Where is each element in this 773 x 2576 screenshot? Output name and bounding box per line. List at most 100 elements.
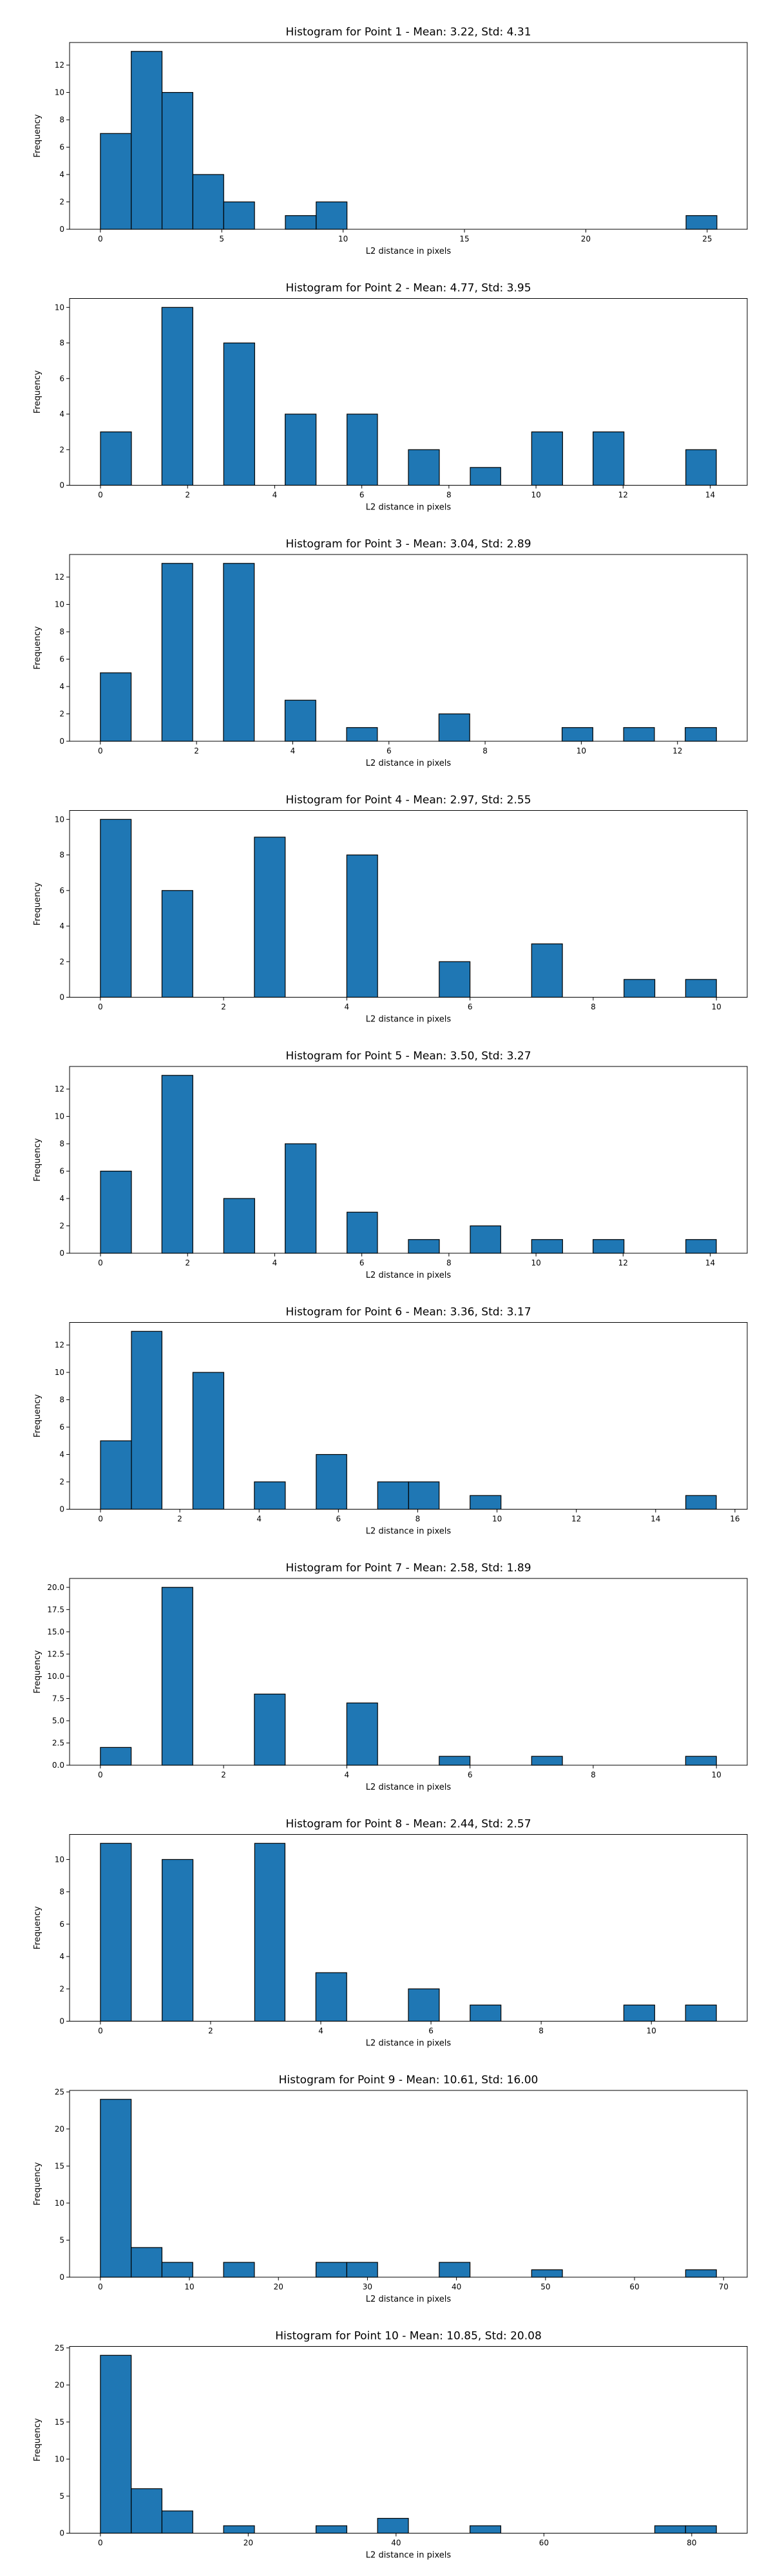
x-tick-label: 2: [208, 2027, 213, 2036]
histogram-bar: [131, 2488, 163, 2534]
y-tick-label: 5: [59, 2492, 64, 2501]
x-tick-label: 60: [629, 2282, 639, 2291]
y-tick-label: 12: [55, 1084, 64, 1094]
y-tick-label: 20: [55, 2380, 64, 2389]
histogram-bar: [531, 1756, 563, 1766]
plot-frame: [69, 1066, 748, 1254]
y-tick-label: 15.0: [47, 1627, 64, 1636]
x-tick-label: 6: [359, 491, 365, 500]
y-tick-label: 6: [59, 1423, 64, 1432]
y-axis-label: Frequency: [33, 1650, 43, 1693]
chart-title: Histogram for Point 9 - Mean: 10.61, Std…: [279, 2074, 539, 2087]
histogram-panel: Histogram for Point 3 - Mean: 3.04, Std:…: [33, 538, 748, 768]
histogram-bar: [623, 727, 655, 742]
y-axis-label: Frequency: [33, 114, 43, 157]
y-tick-label: 20: [55, 2125, 64, 2134]
histogram-bar: [316, 201, 348, 230]
histogram-bar: [561, 727, 593, 742]
histogram-bar: [316, 1454, 347, 1510]
y-tick-label: 25: [55, 2344, 64, 2353]
histogram-panel: Histogram for Point 7 - Mean: 2.58, Std:…: [33, 1562, 748, 1792]
x-tick-label: 8: [539, 2027, 544, 2036]
histogram-bar: [161, 2510, 193, 2534]
x-tick-label: 8: [446, 1258, 452, 1267]
x-tick-label: 6: [428, 2027, 434, 2036]
y-tick-label: 15: [55, 2418, 64, 2427]
y-axis-label: Frequency: [33, 1394, 43, 1437]
histogram-bar: [223, 342, 255, 486]
y-tick-label: 2: [59, 1477, 64, 1486]
x-tick-label: 8: [591, 1003, 596, 1012]
x-tick-label: 0: [98, 2282, 103, 2291]
histogram-bar: [685, 449, 717, 486]
histogram-bar: [192, 1372, 225, 1510]
y-tick-label: 12: [55, 573, 64, 582]
histogram-bar: [100, 133, 132, 230]
y-tick-label: 20.0: [47, 1583, 64, 1592]
x-tick-label: 10: [712, 1003, 721, 1012]
x-tick-label: 4: [256, 1515, 262, 1524]
y-tick-label: 10: [55, 815, 64, 824]
histogram-panel: Histogram for Point 8 - Mean: 2.44, Std:…: [33, 1818, 748, 2049]
y-tick-label: 0: [59, 2273, 64, 2282]
x-tick-label: 2: [194, 746, 199, 755]
y-axis-label: Frequency: [33, 626, 43, 669]
x-tick-label: 2: [221, 1770, 226, 1779]
x-tick-label: 10: [492, 1515, 502, 1524]
x-tick-label: 70: [719, 2282, 729, 2291]
histogram-bar: [685, 727, 717, 742]
histogram-bar: [223, 563, 255, 742]
y-tick-label: 2: [59, 1984, 64, 1993]
y-tick-label: 5: [59, 2235, 64, 2244]
histogram-bar: [131, 51, 163, 230]
x-tick-label: 4: [272, 491, 278, 500]
histogram-bar: [408, 1988, 440, 2022]
x-axis-label: L2 distance in pixels: [366, 247, 452, 256]
x-tick-label: 8: [415, 1515, 421, 1524]
histogram-bar: [100, 2099, 132, 2278]
x-axis-label: L2 distance in pixels: [366, 503, 452, 513]
histogram-bar: [623, 2004, 655, 2022]
histogram-panel: Histogram for Point 6 - Mean: 3.36, Std:…: [33, 1306, 748, 1537]
histogram-panel: Histogram for Point 5 - Mean: 3.50, Std:…: [33, 1050, 748, 1280]
y-tick-label: 10: [55, 2199, 64, 2208]
histogram-bar: [685, 2269, 717, 2278]
x-axis-label: L2 distance in pixels: [366, 1271, 452, 1280]
y-tick-label: 8: [59, 851, 64, 860]
histogram-bar: [439, 1756, 471, 1766]
x-tick-label: 30: [363, 2282, 372, 2291]
histogram-bar: [685, 2004, 717, 2022]
histogram-bar: [408, 1481, 440, 1510]
x-tick-label: 50: [540, 2282, 550, 2291]
histogram-bar: [131, 2247, 163, 2278]
x-tick-label: 0: [98, 234, 103, 243]
y-tick-label: 17.5: [47, 1605, 64, 1614]
histogram-bar: [131, 1331, 163, 1510]
y-tick-label: 0: [59, 225, 64, 234]
y-tick-label: 10: [55, 1112, 64, 1121]
y-tick-label: 10: [55, 303, 64, 312]
x-tick-label: 80: [687, 2539, 696, 2548]
y-tick-label: 0: [59, 1249, 64, 1258]
x-tick-label: 5: [219, 234, 224, 243]
y-axis-label: Frequency: [33, 882, 43, 925]
y-tick-label: 10: [55, 1855, 64, 1864]
y-tick-label: 10: [55, 2454, 64, 2463]
histogram-bar: [161, 1075, 193, 1254]
x-axis-label: L2 distance in pixels: [366, 2295, 452, 2304]
plot-frame: [69, 554, 748, 742]
histogram-bar: [593, 431, 625, 486]
x-tick-label: 60: [539, 2539, 549, 2548]
y-axis-label: Frequency: [33, 1138, 43, 1181]
plot-frame: [69, 810, 748, 998]
y-tick-label: 6: [59, 143, 64, 152]
histogram-bar: [254, 1693, 286, 1766]
y-tick-label: 5.0: [52, 1716, 64, 1725]
histogram-bar: [346, 727, 378, 742]
chart-title: Histogram for Point 1 - Mean: 3.22, Std:…: [285, 26, 531, 39]
histogram-bar: [346, 1702, 378, 1766]
y-tick-label: 2: [59, 198, 64, 207]
y-tick-label: 4: [59, 682, 64, 691]
plot-frame: [69, 298, 748, 486]
